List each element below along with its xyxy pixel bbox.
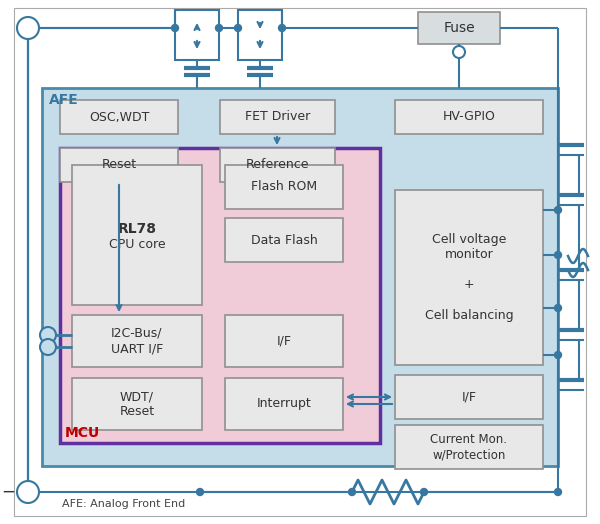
Circle shape (40, 327, 56, 343)
Text: Flash ROM: Flash ROM (251, 180, 317, 193)
Text: Reset: Reset (101, 158, 137, 171)
Bar (72, 315, 202, 367)
Circle shape (554, 352, 562, 358)
Circle shape (17, 481, 39, 503)
Text: Interrupt: Interrupt (257, 398, 311, 410)
Bar (225, 378, 343, 430)
Circle shape (554, 206, 562, 213)
Circle shape (421, 488, 427, 496)
Bar (395, 190, 543, 365)
Bar (60, 148, 178, 182)
Bar (72, 165, 202, 305)
Bar (220, 148, 335, 182)
Bar (60, 100, 178, 134)
Text: I/F: I/F (277, 334, 292, 347)
Circle shape (197, 488, 203, 496)
Bar (72, 378, 202, 430)
Text: CPU core: CPU core (109, 238, 166, 252)
Text: +: + (22, 20, 34, 36)
Circle shape (554, 252, 562, 258)
Bar (418, 12, 500, 44)
Text: −: − (21, 483, 35, 501)
Text: Current Mon.
w/Protection: Current Mon. w/Protection (431, 433, 508, 461)
Text: OSC,WDT: OSC,WDT (89, 111, 149, 124)
Circle shape (349, 488, 355, 496)
Text: AFE: AFE (49, 93, 79, 107)
Bar (60, 148, 380, 443)
Text: WDT/
Reset: WDT/ Reset (119, 390, 155, 418)
Bar (225, 165, 343, 209)
Bar (42, 88, 558, 466)
Circle shape (40, 339, 56, 355)
Bar (225, 315, 343, 367)
Bar (220, 100, 335, 134)
Bar (395, 375, 543, 419)
Circle shape (215, 25, 223, 31)
Bar (395, 425, 543, 469)
Text: FET Driver: FET Driver (245, 111, 310, 124)
Text: Cell voltage
monitor

+

Cell balancing: Cell voltage monitor + Cell balancing (425, 234, 514, 322)
Text: AFE: Analog Front End: AFE: Analog Front End (62, 499, 185, 509)
Text: MCU: MCU (64, 426, 100, 440)
Text: RL78: RL78 (118, 222, 157, 236)
Circle shape (17, 17, 39, 39)
Circle shape (554, 304, 562, 311)
Circle shape (235, 25, 241, 31)
Text: −: − (1, 483, 15, 501)
Circle shape (453, 46, 465, 58)
Text: HV-GPIO: HV-GPIO (443, 111, 496, 124)
Text: I2C-Bus/
UART I/F: I2C-Bus/ UART I/F (111, 327, 163, 355)
Circle shape (172, 25, 179, 31)
Circle shape (554, 488, 562, 496)
Text: Reference: Reference (246, 158, 309, 171)
Circle shape (278, 25, 286, 31)
Text: I/F: I/F (461, 390, 476, 403)
Bar (225, 218, 343, 262)
Bar (395, 100, 543, 134)
Bar (175, 10, 219, 60)
Bar (238, 10, 282, 60)
Text: Fuse: Fuse (443, 21, 475, 35)
Text: Data Flash: Data Flash (251, 234, 317, 246)
